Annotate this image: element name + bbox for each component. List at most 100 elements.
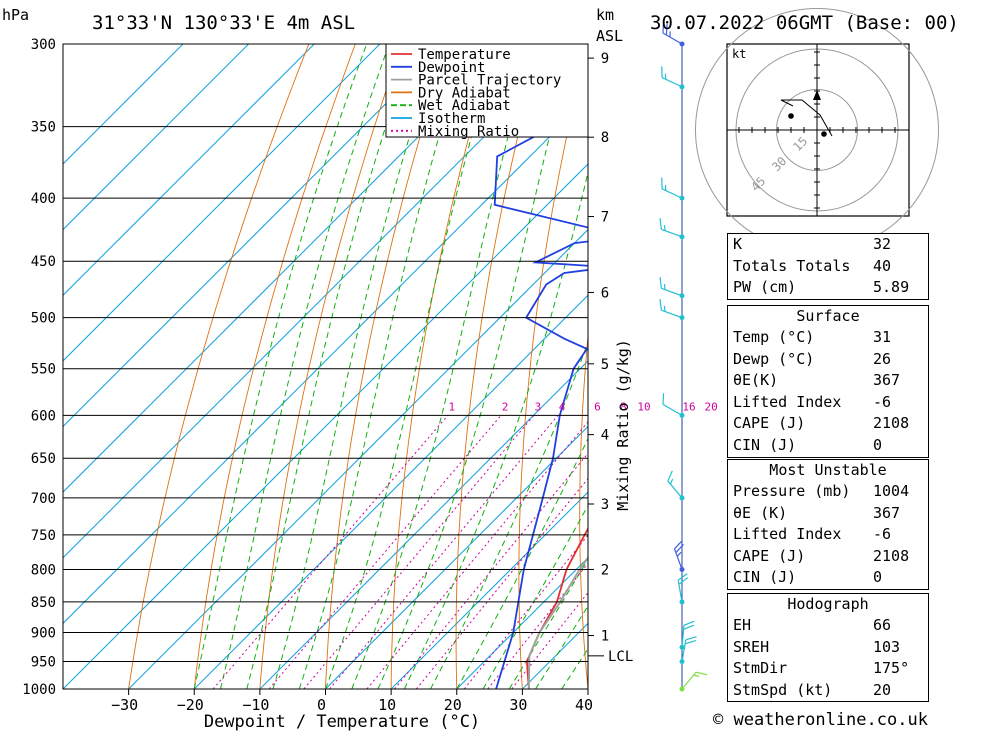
pressure-tick-label: 750 <box>31 528 56 544</box>
table-value: -6 <box>873 525 892 544</box>
table-row: Temp (°C) 31 <box>728 327 928 349</box>
table-value: 0 <box>873 435 883 454</box>
table-row: Pressure (mb) 1004 <box>728 481 928 503</box>
storm-motion-marker <box>813 90 821 100</box>
legend-entry: Wet Adiabat <box>418 98 511 114</box>
mixing-ratio-label: 16 <box>682 400 695 413</box>
wind-barb <box>681 620 695 648</box>
mixing-ratio-label: 10 <box>637 400 650 413</box>
x-tick-label: 10 <box>378 696 396 714</box>
x-tick-label: −30 <box>111 696 138 714</box>
pressure-tick-label: 650 <box>31 451 56 467</box>
pressure-tick-label: 950 <box>31 655 56 671</box>
table-row: Lifted Index -6 <box>728 392 928 414</box>
table-value: -6 <box>873 392 892 411</box>
dry-adiabat-line <box>390 44 496 689</box>
wind-barb-half <box>664 73 667 80</box>
wind-barb <box>659 218 683 238</box>
table-value: 32 <box>873 235 892 253</box>
table-key: CIN (J) <box>733 568 797 587</box>
pressure-tick-label: 400 <box>31 191 56 207</box>
wind-barb-shaft <box>661 77 683 88</box>
table-key: Dewp (°C) <box>733 349 815 368</box>
dry-adiabat-line <box>259 44 403 689</box>
isotherm-line <box>63 44 184 165</box>
legend-entry: Dry Adiabat <box>418 85 511 101</box>
dry-adiabat-line <box>193 44 356 689</box>
wind-barb-flag <box>659 277 662 289</box>
table-value: 175° <box>873 659 910 678</box>
lcl-label: LCL <box>608 649 633 665</box>
table-key: θE(K) <box>733 371 779 390</box>
hodograph-table: Hodograph EH 66 SREH 103 StmDir 175° StmSpd (kt… <box>727 593 929 703</box>
table-key: CAPE (J) <box>733 414 806 433</box>
table-key: K <box>733 235 743 253</box>
dry-adiabat-line <box>696 44 728 689</box>
km-tick-label: 3 <box>601 497 609 513</box>
table-key: Lifted Index <box>733 392 842 411</box>
wind-barb-flag <box>685 636 697 641</box>
km-tick-label: 2 <box>601 562 609 578</box>
wind-barb-flag <box>659 218 662 230</box>
wet-adiabat-line <box>403 170 588 689</box>
km-unit-label: km <box>596 6 615 24</box>
wind-barb <box>661 66 683 88</box>
legend-entry: Temperature <box>418 47 511 63</box>
pressure-unit-label: hPa <box>2 6 30 24</box>
x-tick-label: −10 <box>242 696 269 714</box>
km-tick-label: 4 <box>601 428 609 444</box>
wind-barb <box>659 277 683 297</box>
table-row: CAPE (J) 2108 <box>728 546 928 568</box>
wind-barb-half <box>663 284 666 290</box>
wind-barb-shaft <box>661 228 683 238</box>
wind-barb <box>662 21 683 45</box>
wet-adiabat-line <box>246 44 414 689</box>
series-line-parcel-trajectory <box>527 556 588 689</box>
dry-adiabat-line <box>128 44 310 689</box>
pressure-tick-label: 800 <box>31 562 56 578</box>
table-row: CAPE (J) 2108 <box>728 413 928 435</box>
legend-entry: Parcel Trajectory <box>418 73 561 89</box>
km-tick-label: 1 <box>601 629 609 645</box>
table-value: 40 <box>873 256 892 275</box>
legend-entry: Isotherm <box>418 111 485 127</box>
table-header: Surface <box>796 307 860 325</box>
indices-table: K 32 Totals Totals 40 PW (cm) 5.89 <box>727 233 929 300</box>
dry-adiabat-line <box>639 44 681 689</box>
table-row: θE(K) 367 <box>728 370 928 392</box>
pressure-tick-label: 350 <box>31 120 56 136</box>
table-value: 26 <box>873 349 892 368</box>
table-key: Lifted Index <box>733 525 842 544</box>
wet-adiabat-line <box>456 437 588 689</box>
hodograph-unit: kt <box>732 47 746 61</box>
mixing-ratio-label: 8 <box>620 400 627 413</box>
pressure-tick-label: 900 <box>31 626 56 642</box>
x-tick-label: 30 <box>509 696 527 714</box>
wet-adiabat-line <box>272 44 440 689</box>
wind-barb-flag <box>683 624 695 630</box>
table-value: 5.89 <box>873 278 910 297</box>
isotherm-line <box>259 360 588 689</box>
isotherm-line <box>63 44 381 362</box>
wind-barb <box>681 671 708 690</box>
table-row: Lifted Index -6 <box>728 524 928 546</box>
wind-barb <box>677 573 689 603</box>
table-row: SREH 103 <box>728 637 928 659</box>
table-row: PW (cm) 5.89 <box>728 277 928 299</box>
wind-barb-flag <box>659 298 662 311</box>
isotherm-line <box>325 425 588 689</box>
wind-barb-flag <box>661 177 663 189</box>
legend-entry: Dewpoint <box>418 60 485 76</box>
isotherm-line <box>63 44 315 296</box>
table-row: Dewp (°C) 26 <box>728 349 928 371</box>
wind-barb-flag <box>677 573 688 581</box>
table-row: StmSpd (kt) 20 <box>728 680 928 702</box>
table-key: StmSpd (kt) <box>733 680 833 699</box>
pressure-tick-label: 1000 <box>22 682 56 698</box>
mixing-ratio-label: 20 <box>704 400 717 413</box>
copyright-text: © weatheronline.co.uk <box>713 710 928 730</box>
asl-label: ASL <box>596 27 624 45</box>
datetime-title: 30.07.2022 06GMT (Base: 00) <box>650 12 959 34</box>
